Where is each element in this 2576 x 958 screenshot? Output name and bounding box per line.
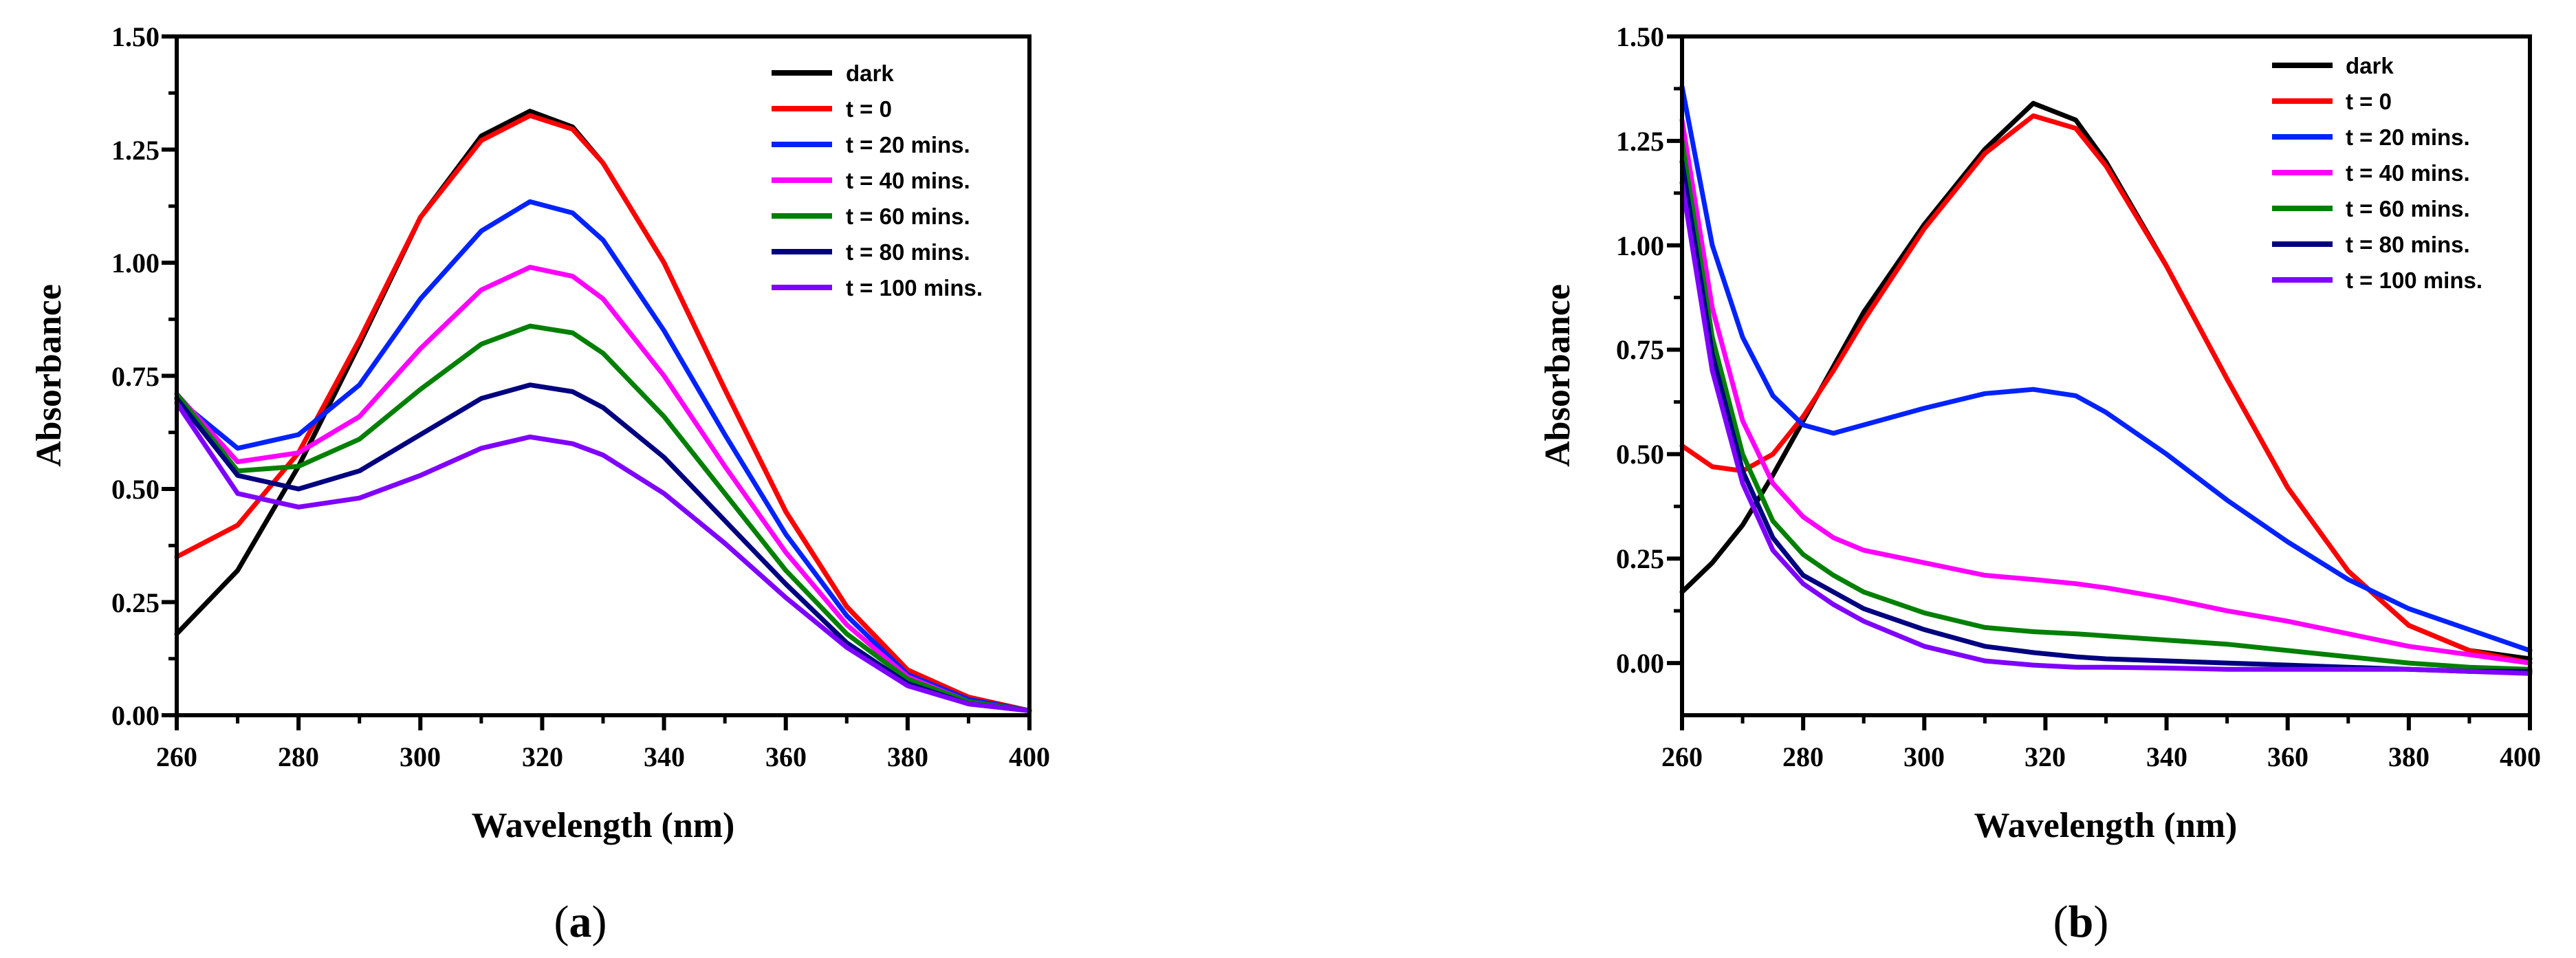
y-tick-label-b: 1.00 [1616,230,1664,261]
legend-label-t80-b: t = 80 mins. [2346,232,2470,257]
x-axis-title-a: Wavelength (nm) [472,806,735,845]
legend-label-dark-b: dark [2346,53,2394,78]
y-axis-title-b: Absorbance [1538,284,1578,467]
legend-label-t20-b: t = 20 mins. [2346,124,2470,150]
series-line-t0-a [174,113,1032,713]
y-tick-label-a: 0.00 [111,700,160,731]
x-tick-label-b: 280 [1782,741,1824,772]
legend-label-t60-b: t = 60 mins. [2346,196,2470,221]
x-tick-label-b: 400 [2500,741,2541,772]
legend-label-t60-a: t = 60 mins. [846,204,970,229]
x-tick-label-b: 260 [1661,741,1703,772]
legend-label-t40-a: t = 40 mins. [846,168,970,193]
y-tick-label-a: 1.00 [111,248,160,279]
series-line-t80-a [174,382,1032,713]
x-tick-label-b: 300 [1903,741,1945,772]
x-tick-label-a: 400 [1009,741,1050,772]
legend-label-t40-b: t = 40 mins. [2346,160,2470,186]
y-tick-label-b: 0.75 [1616,334,1664,365]
legend-label-dark-a: dark [846,61,894,86]
x-tick-label-a: 380 [887,741,928,772]
legend-label-t100-b: t = 100 mins. [2346,268,2482,293]
x-tick-label-a: 260 [156,741,197,772]
chart-panel-a: 0.00 0.25 0.50 0.75 1.00 1.25 1.50 260 2… [30,21,1050,947]
y-axis-title-a: Absorbance [30,284,69,467]
y-tick-label-a: 0.25 [111,587,160,618]
legend-label-t100-a: t = 100 mins. [846,275,983,301]
series-line-t60-a [174,323,1032,713]
series-line-t60-b [1679,138,2533,672]
series-line-dark-a [174,109,1032,713]
panel-label-b: (b) [2053,897,2109,947]
y-tick-label-b: 1.25 [1616,126,1664,157]
panel-letter-a: a [569,897,592,947]
y-tick-label-a: 1.50 [111,21,160,52]
chart-panel-b: 0.00 0.25 0.50 0.75 1.00 1.25 1.50 260 2… [1538,21,2541,947]
x-tick-label-b: 360 [2267,741,2308,772]
x-tick-label-b: 380 [2388,741,2430,772]
x-tick-label-a: 280 [278,741,319,772]
x-tick-label-a: 360 [765,741,807,772]
legend-label-t0-b: t = 0 [2346,89,2392,114]
y-tick-label-b: 0.00 [1616,648,1664,679]
panel-label-a: (a) [554,897,607,947]
x-tick-label-b: 340 [2146,741,2187,772]
legend-label-t80-a: t = 80 mins. [846,239,970,265]
y-tick-label-b: 0.50 [1616,439,1664,470]
series-lines-a [174,109,1032,713]
legend-a: dark t = 0 t = 20 mins. t = 40 mins. t =… [772,61,983,301]
legend-b: dark t = 0 t = 20 mins. t = 40 mins. t =… [2272,53,2482,293]
series-line-t40-a [174,265,1032,713]
x-tick-label-a: 300 [400,741,441,772]
series-line-t20-b [1679,84,2533,653]
y-tick-label-a: 1.25 [111,135,160,166]
x-tick-label-a: 320 [522,741,563,772]
panel-letter-b: b [2069,897,2094,947]
series-line-t100-a [174,400,1032,713]
series-line-dark-b [1679,100,2533,662]
series-line-t40-b [1679,118,2533,666]
series-line-t20-a [174,199,1032,713]
plot-frame-b [1680,34,2532,717]
y-tick-label-a: 0.50 [111,474,160,505]
y-tick-label-a: 0.75 [111,361,160,392]
series-line-t100-b [1679,180,2533,676]
y-tick-label-b: 1.50 [1616,21,1664,52]
x-tick-label-b: 320 [2024,741,2066,772]
x-tick-label-a: 340 [644,741,685,772]
y-tick-label-b: 0.25 [1616,543,1664,574]
legend-label-t20-a: t = 20 mins. [846,132,970,157]
series-line-t0-b [1679,113,2533,666]
x-axis-title-b: Wavelength (nm) [1974,806,2238,845]
plot-frame-a [175,34,1032,717]
legend-label-t0-a: t = 0 [846,96,892,122]
series-lines-b [1679,84,2533,676]
